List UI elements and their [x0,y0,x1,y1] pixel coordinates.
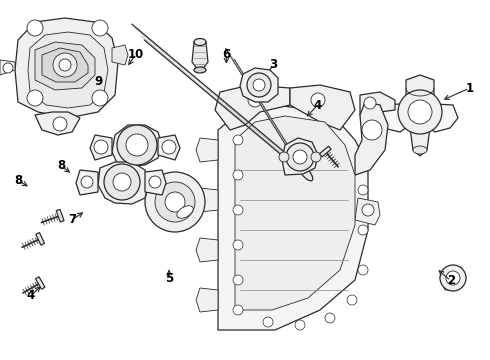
Circle shape [165,192,185,212]
Polygon shape [28,32,108,108]
Polygon shape [375,104,410,132]
Ellipse shape [413,146,427,154]
Polygon shape [158,135,180,160]
Polygon shape [196,288,218,312]
Circle shape [253,79,265,91]
Circle shape [27,20,43,36]
Polygon shape [196,238,218,262]
Circle shape [113,173,131,191]
Polygon shape [36,233,45,245]
Circle shape [53,53,77,77]
Circle shape [233,240,243,250]
Polygon shape [36,277,45,289]
Polygon shape [196,138,218,162]
Polygon shape [56,210,64,222]
Polygon shape [215,85,290,130]
Polygon shape [145,170,166,195]
Polygon shape [360,92,395,115]
Polygon shape [90,135,112,160]
Polygon shape [0,60,15,75]
Polygon shape [192,42,208,70]
Circle shape [311,152,321,162]
Polygon shape [218,105,368,330]
Polygon shape [35,112,80,135]
Text: 3: 3 [270,58,277,71]
Circle shape [145,172,205,232]
Polygon shape [406,75,434,100]
Polygon shape [35,42,95,90]
Polygon shape [15,18,118,118]
Polygon shape [282,138,318,175]
Text: 2: 2 [447,274,455,287]
Polygon shape [319,146,331,157]
Polygon shape [98,162,148,204]
Circle shape [398,90,442,134]
Circle shape [279,152,289,162]
Circle shape [27,90,43,106]
Polygon shape [425,104,458,132]
Circle shape [233,305,243,315]
Circle shape [53,117,67,131]
Circle shape [92,90,108,106]
Polygon shape [196,188,218,212]
Circle shape [233,170,243,180]
Circle shape [362,120,382,140]
Circle shape [104,164,140,200]
Ellipse shape [297,163,313,181]
Text: 4: 4 [26,289,34,302]
Polygon shape [235,116,355,310]
Ellipse shape [194,67,206,73]
Circle shape [162,140,176,154]
Circle shape [293,150,307,164]
Circle shape [233,205,243,215]
Circle shape [247,73,271,97]
Polygon shape [112,125,162,166]
Circle shape [446,271,460,285]
Circle shape [117,125,157,165]
Polygon shape [410,128,430,156]
Circle shape [59,59,71,71]
Polygon shape [355,198,380,225]
Circle shape [3,63,13,73]
Polygon shape [290,85,355,130]
Circle shape [149,176,161,188]
Circle shape [295,320,305,330]
Circle shape [233,275,243,285]
Circle shape [126,134,148,156]
Circle shape [358,265,368,275]
Text: 1: 1 [466,82,473,95]
Circle shape [81,176,93,188]
Text: 8: 8 [57,159,65,172]
Circle shape [358,225,368,235]
Text: 4: 4 [314,99,321,112]
Circle shape [364,97,376,109]
Text: 8: 8 [15,174,23,187]
Circle shape [248,93,262,107]
Circle shape [362,204,374,216]
Polygon shape [240,68,278,102]
Text: 6: 6 [222,48,230,60]
Circle shape [286,143,314,171]
Text: 10: 10 [128,48,145,60]
Circle shape [233,135,243,145]
Circle shape [94,140,108,154]
Ellipse shape [177,206,193,218]
Circle shape [311,93,325,107]
Circle shape [358,185,368,195]
Circle shape [325,313,335,323]
Circle shape [92,20,108,36]
Ellipse shape [194,39,206,45]
Text: 9: 9 [94,75,102,87]
Polygon shape [76,170,98,195]
Text: 7: 7 [69,213,76,226]
Polygon shape [42,48,88,82]
Circle shape [440,265,466,291]
Polygon shape [112,45,128,65]
Circle shape [347,295,357,305]
Circle shape [263,317,273,327]
Polygon shape [355,102,388,175]
Text: 5: 5 [165,273,173,285]
Circle shape [155,182,195,222]
Circle shape [408,100,432,124]
